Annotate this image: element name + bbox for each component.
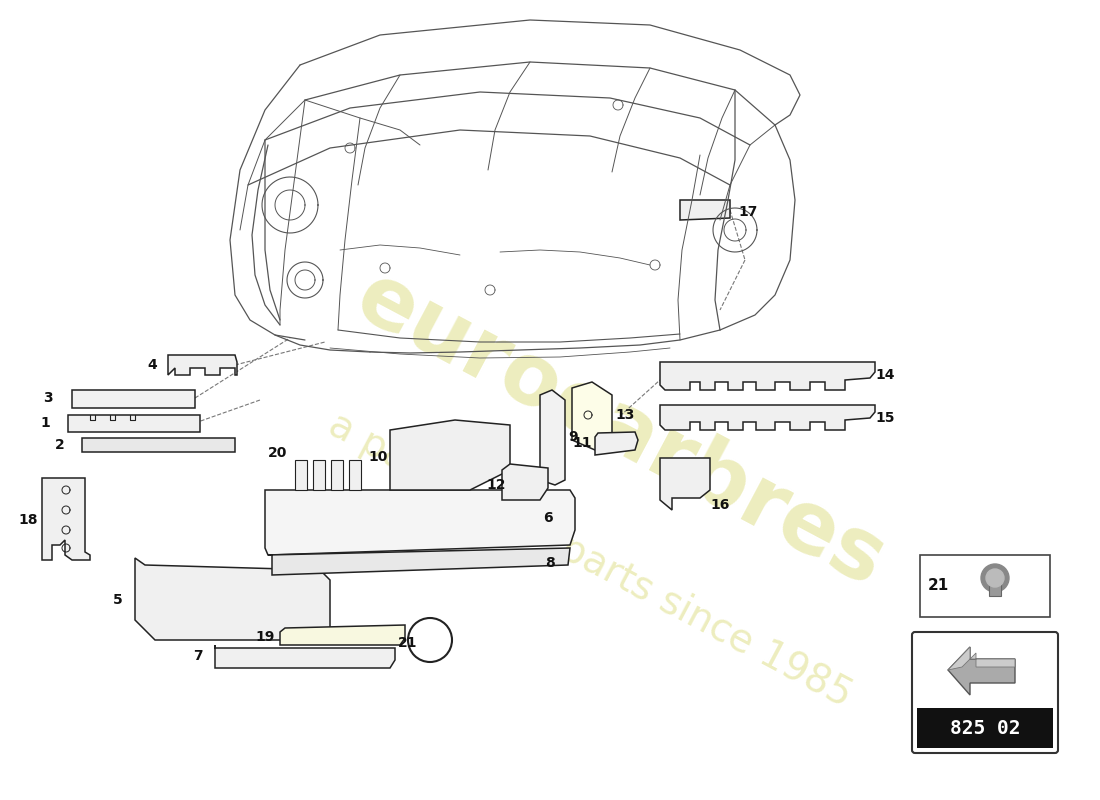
Polygon shape <box>135 558 330 640</box>
Text: 7: 7 <box>194 649 202 663</box>
Polygon shape <box>331 460 343 490</box>
Polygon shape <box>390 420 510 490</box>
Polygon shape <box>268 548 570 575</box>
Text: 15: 15 <box>876 411 894 425</box>
Polygon shape <box>82 438 235 452</box>
Polygon shape <box>349 460 361 490</box>
Text: 10: 10 <box>368 450 387 464</box>
Text: 8: 8 <box>546 556 554 570</box>
Polygon shape <box>168 355 236 375</box>
Text: 3: 3 <box>43 391 53 405</box>
FancyBboxPatch shape <box>917 708 1053 748</box>
Text: 4: 4 <box>147 358 157 372</box>
Polygon shape <box>72 390 195 408</box>
Polygon shape <box>948 647 1015 695</box>
Text: 13: 13 <box>615 408 635 422</box>
Text: 6: 6 <box>543 511 553 525</box>
Text: 12: 12 <box>486 478 506 492</box>
Polygon shape <box>280 625 405 645</box>
Text: 14: 14 <box>876 368 894 382</box>
Text: 20: 20 <box>268 446 288 460</box>
Polygon shape <box>502 464 548 500</box>
FancyBboxPatch shape <box>912 632 1058 753</box>
Polygon shape <box>214 645 395 668</box>
Text: 21: 21 <box>927 578 948 594</box>
Polygon shape <box>680 200 730 220</box>
FancyBboxPatch shape <box>989 578 1001 596</box>
Text: a passion for parts since 1985: a passion for parts since 1985 <box>322 406 858 714</box>
Polygon shape <box>42 478 90 560</box>
Text: 19: 19 <box>255 630 275 644</box>
Polygon shape <box>660 362 874 390</box>
Text: 17: 17 <box>738 205 758 219</box>
Text: 9: 9 <box>569 430 578 444</box>
Text: 16: 16 <box>711 498 729 512</box>
Text: 1: 1 <box>40 416 49 430</box>
FancyBboxPatch shape <box>920 555 1050 617</box>
Polygon shape <box>660 458 710 510</box>
Circle shape <box>986 569 1004 587</box>
Polygon shape <box>265 490 575 555</box>
Polygon shape <box>295 460 307 490</box>
Text: 21: 21 <box>398 636 418 650</box>
Text: 825 02: 825 02 <box>949 718 1021 738</box>
Polygon shape <box>572 382 612 450</box>
Polygon shape <box>314 460 324 490</box>
Text: eurocarbres: eurocarbres <box>341 255 899 605</box>
Circle shape <box>981 564 1009 592</box>
Polygon shape <box>540 390 565 485</box>
Polygon shape <box>595 432 638 455</box>
Text: 2: 2 <box>55 438 65 452</box>
Polygon shape <box>660 405 874 430</box>
Text: 5: 5 <box>113 593 123 607</box>
Polygon shape <box>68 415 200 432</box>
Text: 11: 11 <box>572 436 592 450</box>
Polygon shape <box>948 647 1015 670</box>
Text: 18: 18 <box>19 513 37 527</box>
